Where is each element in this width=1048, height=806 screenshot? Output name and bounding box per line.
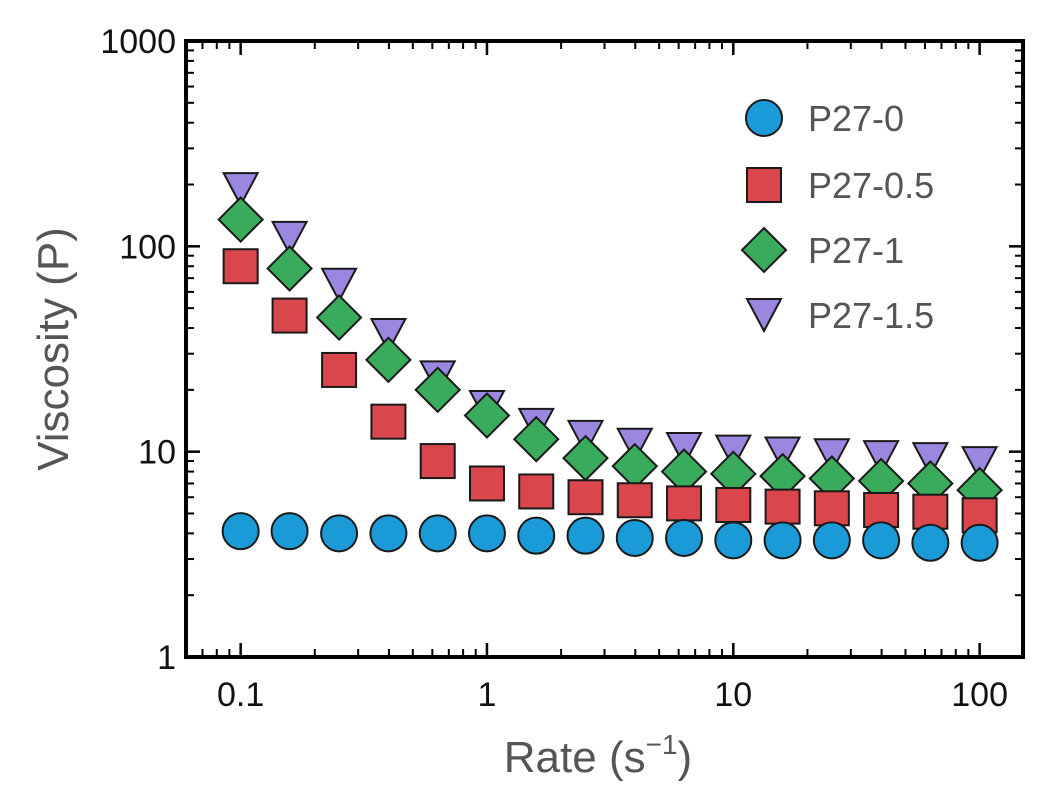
data-point: [912, 493, 949, 530]
data-point: [960, 523, 999, 562]
legend-item: P27-1: [740, 226, 904, 274]
y-tick-label: 1000: [100, 23, 176, 61]
data-point: [763, 521, 802, 560]
data-point: [512, 415, 560, 463]
x-tick-label: 0.1: [217, 676, 264, 714]
data-point: [271, 297, 308, 334]
x-axis-title: Rate (s−1): [504, 729, 692, 782]
data-point: [665, 518, 704, 557]
data-point: [364, 336, 412, 384]
data-point: [270, 220, 309, 256]
x-axis-title-exponent: −1: [646, 729, 678, 760]
data-point: [862, 440, 900, 476]
data-point: [270, 512, 309, 551]
data-point: [419, 443, 456, 480]
data-point: [315, 294, 363, 341]
data-point: [562, 434, 609, 482]
series-p27-0-5: [222, 248, 998, 534]
data-point: [221, 512, 260, 551]
data-point: [615, 518, 654, 557]
legend-label: P27-1: [808, 230, 904, 271]
data-point: [414, 366, 462, 414]
data-point: [961, 497, 998, 534]
x-tick-label: 1: [478, 676, 497, 714]
data-point: [813, 490, 850, 527]
legend-label: P27-1.5: [808, 295, 934, 336]
data-point: [567, 479, 604, 516]
series-p27-0: [221, 512, 999, 562]
legend-marker: [745, 99, 783, 137]
series-p27-1: [217, 196, 1004, 514]
data-point: [764, 488, 801, 525]
data-point: [266, 245, 313, 292]
data-point: [517, 516, 556, 555]
data-point: [911, 523, 950, 562]
data-point: [370, 403, 407, 440]
legend-item: P27-1.5: [745, 295, 934, 336]
data-point: [863, 491, 900, 528]
data-point: [666, 485, 703, 522]
data-point: [566, 516, 605, 555]
data-point: [468, 465, 505, 502]
data-point: [222, 248, 259, 285]
tick-labels: 0.1 1 10 100 1 10 100 1000: [100, 23, 1008, 714]
x-tick-label: 10: [714, 676, 752, 714]
data-point: [369, 317, 408, 354]
legend: P27-0 P27-0.5 P27-1 P27-1.5: [740, 98, 934, 336]
data-point: [616, 482, 653, 519]
x-axis-title-text: Rate (s: [504, 733, 646, 782]
legend-item: P27-0: [745, 98, 904, 139]
y-axis-title: Viscosity (P): [29, 227, 78, 471]
data-point: [911, 442, 950, 478]
legend-label: P27-0: [808, 98, 904, 139]
x-tick-label: 100: [951, 676, 1008, 714]
data-point: [463, 392, 511, 439]
y-tick-label: 100: [119, 228, 176, 266]
legend-marker: [746, 167, 782, 203]
data-point: [320, 514, 359, 553]
data-point: [960, 446, 999, 482]
data-point: [862, 521, 901, 560]
y-tick-label: 10: [138, 434, 176, 472]
data-point: [715, 486, 752, 523]
data-point: [812, 521, 851, 560]
data-point: [321, 351, 358, 388]
data-point: [467, 514, 506, 553]
data-point: [611, 442, 659, 490]
legend-label: P27-0.5: [808, 165, 934, 206]
x-axis-title-close: ): [678, 733, 693, 782]
data-point: [714, 521, 753, 560]
data-point: [320, 267, 358, 303]
data-point: [418, 514, 457, 553]
legend-marker: [740, 226, 788, 274]
data-points: [217, 172, 1004, 562]
plot-frame: [184, 39, 1025, 659]
data-point: [221, 172, 260, 208]
legend-item: P27-0.5: [746, 165, 934, 206]
data-point: [369, 514, 408, 553]
y-tick-label: 1: [157, 639, 176, 677]
data-point: [217, 196, 265, 243]
legend-marker: [745, 298, 783, 334]
data-point: [518, 473, 555, 510]
